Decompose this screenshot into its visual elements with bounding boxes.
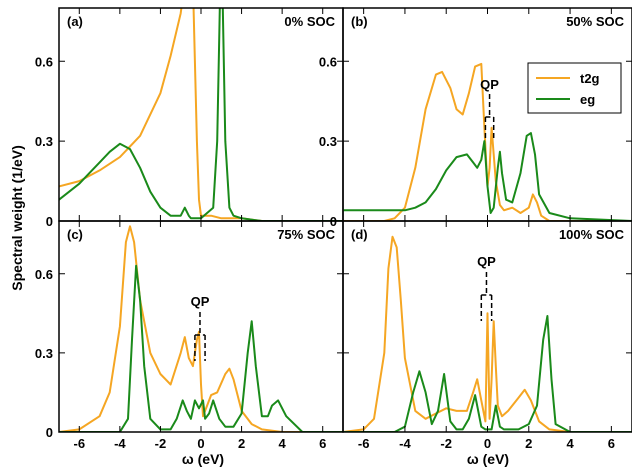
panel-a-soc-label: 0% SOC: [284, 14, 335, 29]
panel-a-ytick-label: 0: [46, 214, 53, 229]
x-axis-title-right: ω (eV): [467, 451, 509, 467]
legend: t2g eg: [527, 62, 622, 114]
panel-d-soc-label: 100% SOC: [559, 227, 625, 242]
panel-c-xtick-label: 2: [238, 436, 245, 451]
panel-c-xtick-label: 6: [319, 436, 326, 451]
panel-c-ytick-label: 0.3: [35, 346, 53, 361]
panel-c-ytick-label: 0.6: [35, 267, 53, 282]
panel-d-eg-line: [343, 315, 632, 432]
panel-d-xtick-label: 4: [566, 436, 574, 451]
panel-d-qp-label: QP: [477, 254, 496, 269]
panel-a-series: [59, 8, 343, 221]
panel-d-xtick-label: -2: [440, 436, 452, 451]
legend-label-t2g: t2g: [580, 71, 600, 86]
panel-d-xtick-label: 2: [525, 436, 532, 451]
y-axis-title: Spectral weight (1/eV): [9, 145, 25, 290]
panel-c-series: [59, 225, 343, 432]
panel-b-soc-label: 50% SOC: [566, 14, 624, 29]
panel-a-ytick-label: 0.3: [35, 134, 53, 149]
panel-b-eg-line: [343, 132, 632, 221]
panel-c-soc-label: 75% SOC: [277, 227, 335, 242]
panel-b-ytick-label: 0.3: [319, 134, 337, 149]
panel-c: -6 -4 -2 0 2 4 6 0 0.3 0.6 (c) 75% SOC QP: [35, 220, 344, 451]
panel-a-eg-line: [59, 8, 343, 221]
panel-a-letter: (a): [67, 14, 83, 29]
panel-c-eg-line: [59, 264, 343, 432]
panel-b-series: [343, 62, 632, 221]
panel-b-letter: (b): [351, 14, 368, 29]
panel-c-xtick-label: 4: [279, 436, 287, 451]
panel-d-xtick-label: 0: [484, 436, 491, 451]
panel-c-xtick-label: 0: [197, 436, 204, 451]
panel-d-xtick-label: 6: [608, 436, 615, 451]
panel-c-qp-label: QP: [191, 294, 210, 309]
panel-d-xtick-label: -4: [399, 436, 411, 451]
panel-c-xtick-label: -4: [114, 436, 126, 451]
panel-d-t2g-line: [343, 235, 632, 432]
panel-c-t2g-line: [59, 225, 343, 432]
panel-a-frame: [58, 7, 344, 222]
panel-d-series: [343, 235, 632, 432]
panel-d-letter: (d): [351, 227, 368, 242]
panel-b-ytick-label: 0.6: [319, 54, 337, 69]
legend-label-eg: eg: [580, 92, 595, 107]
panel-c-letter: (c): [67, 227, 83, 242]
panel-d: -6 -4 -2 0 2 4 6 (d) 100% SOC QP: [342, 220, 632, 451]
panels-container: 0 0.3 0.6 (a) 0% SOC 0 0.3 0.6 (b) 50% SOC QP t2g eg…: [35, 7, 632, 451]
panel-a: 0 0.3 0.6 (a) 0% SOC: [35, 7, 344, 229]
panel-d-xtick-label: -6: [358, 436, 370, 451]
legend-box: [527, 62, 622, 114]
panel-a-t2g-line: [59, 8, 343, 221]
x-axis-title-left: ω (eV): [182, 451, 224, 467]
panel-c-xtick-label: -6: [74, 436, 86, 451]
panel-c-ytick-label: 0: [46, 425, 53, 440]
panel-c-xtick-label: -2: [155, 436, 167, 451]
panel-a-ytick-label: 0.6: [35, 54, 53, 69]
panel-b-qp-label: QP: [480, 77, 499, 92]
